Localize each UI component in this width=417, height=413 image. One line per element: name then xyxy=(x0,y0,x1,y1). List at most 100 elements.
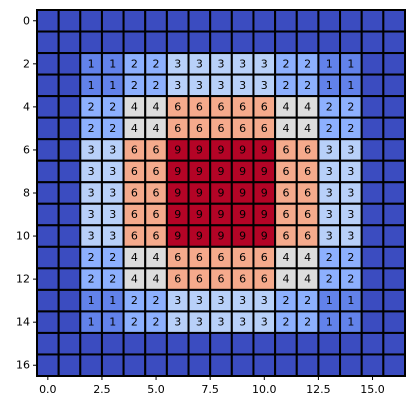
cell-value-label-r14-c9: 3 xyxy=(239,316,246,329)
heatmap-cell-r1-c11 xyxy=(274,30,298,55)
heatmap-cell-r0-c1 xyxy=(57,9,82,33)
cell-value-label-r6-c9: 9 xyxy=(239,143,246,156)
heatmap-cell-r0-c14 xyxy=(339,9,363,33)
cell-value-label-r12-c3: 2 xyxy=(109,273,116,286)
cell-value-label-r13-c10: 3 xyxy=(261,294,268,307)
heatmap-cell-r1-c9 xyxy=(230,30,255,55)
cell-value-label-r3-c9: 3 xyxy=(239,79,246,92)
heatmap-cell-r1-c7 xyxy=(187,30,212,55)
cell-value-label-r2-c14: 1 xyxy=(347,57,354,70)
cell-value-label-r5-c4: 4 xyxy=(131,122,138,135)
cell-value-label-r8-c10: 9 xyxy=(261,187,268,200)
heatmap-cell-r1-c13 xyxy=(317,30,342,55)
heatmap-cell-r10-c1 xyxy=(57,224,82,248)
heatmap-cell-r15-c5 xyxy=(144,331,168,356)
cell-value-label-r11-c9: 6 xyxy=(239,251,246,264)
cell-value-label-r2-c5: 2 xyxy=(153,57,160,70)
heatmap-cell-r16-c4 xyxy=(122,353,147,377)
heatmap-cell-r15-c11 xyxy=(274,331,298,356)
cell-value-label-r13-c9: 3 xyxy=(239,294,246,307)
y-tick-label: 8 xyxy=(23,187,30,200)
heatmap-cell-r14-c1 xyxy=(57,310,82,334)
cell-value-label-r13-c8: 3 xyxy=(218,294,225,307)
cell-value-label-r9-c7: 9 xyxy=(196,208,203,221)
heatmap-cell-r16-c1 xyxy=(57,353,82,377)
cell-value-label-r7-c7: 9 xyxy=(196,165,203,178)
cell-value-label-r5-c9: 6 xyxy=(239,122,246,135)
cell-value-label-r7-c2: 3 xyxy=(88,165,95,178)
heatmap-cell-r8-c15 xyxy=(360,181,385,205)
heatmap-cell-r6-c1 xyxy=(57,138,82,162)
x-tick-label: 15.0 xyxy=(360,383,385,396)
cell-value-label-r5-c14: 2 xyxy=(347,122,354,135)
heatmap-cell-r7-c16 xyxy=(382,159,406,184)
cell-value-label-r14-c13: 1 xyxy=(326,316,333,329)
heatmap-cell-r8-c16 xyxy=(382,181,406,205)
y-tick-label: 6 xyxy=(23,143,30,156)
heatmap-cell-r16-c6 xyxy=(165,353,190,377)
heatmap-cell-r15-c13 xyxy=(317,331,342,356)
cell-value-label-r13-c14: 1 xyxy=(347,294,354,307)
heatmap-cell-r11-c1 xyxy=(57,245,82,270)
heatmap-cell-r16-c2 xyxy=(79,353,103,377)
cell-value-label-r4-c11: 4 xyxy=(282,100,289,113)
heatmap-cell-r3-c16 xyxy=(382,73,406,98)
cell-value-label-r4-c12: 4 xyxy=(304,100,311,113)
heatmap-cell-r3-c0 xyxy=(36,73,60,98)
cell-value-label-r2-c7: 3 xyxy=(196,57,203,70)
cell-value-label-r8-c7: 9 xyxy=(196,187,203,200)
cell-value-label-r13-c7: 3 xyxy=(196,294,203,307)
cell-value-label-r11-c5: 4 xyxy=(153,251,160,264)
cell-value-label-r3-c7: 3 xyxy=(196,79,203,92)
cell-value-label-r11-c14: 2 xyxy=(347,251,354,264)
cell-value-label-r8-c3: 3 xyxy=(109,187,116,200)
heatmap-cell-r14-c15 xyxy=(360,310,385,334)
y-tick-label: 12 xyxy=(16,273,30,286)
cell-value-label-r13-c4: 2 xyxy=(131,294,138,307)
heatmap-cell-r1-c10 xyxy=(252,30,277,55)
cell-value-label-r12-c2: 2 xyxy=(88,273,95,286)
heatmap-cell-r0-c9 xyxy=(230,9,255,33)
heatmap-cell-r16-c8 xyxy=(209,353,233,377)
heatmap-cell-r15-c12 xyxy=(295,331,320,356)
cell-value-label-r8-c6: 9 xyxy=(174,187,181,200)
heatmap-cell-r1-c5 xyxy=(144,30,168,55)
heatmap-cell-r12-c0 xyxy=(36,267,60,291)
cell-value-label-r11-c7: 6 xyxy=(196,251,203,264)
cell-value-label-r10-c4: 6 xyxy=(131,230,138,243)
cell-value-label-r9-c8: 9 xyxy=(218,208,225,221)
cell-value-label-r2-c2: 1 xyxy=(88,57,95,70)
x-tick-label: 12.5 xyxy=(306,383,331,396)
cell-value-label-r5-c13: 2 xyxy=(326,122,333,135)
cell-value-label-r7-c8: 9 xyxy=(218,165,225,178)
cell-value-label-r5-c5: 4 xyxy=(153,122,160,135)
heatmap-cell-r12-c15 xyxy=(360,267,385,291)
heatmap-cell-r12-c16 xyxy=(382,267,406,291)
x-tick-label: 7.5 xyxy=(201,383,219,396)
cell-value-label-r10-c2: 3 xyxy=(88,230,95,243)
cell-value-label-r12-c10: 6 xyxy=(261,273,268,286)
cell-value-label-r3-c11: 2 xyxy=(282,79,289,92)
cell-value-label-r4-c7: 6 xyxy=(196,100,203,113)
cell-value-label-r8-c14: 3 xyxy=(347,187,354,200)
cell-value-label-r5-c12: 4 xyxy=(304,122,311,135)
heatmap-cell-r16-c0 xyxy=(36,353,60,377)
cell-value-label-r5-c3: 2 xyxy=(109,122,116,135)
cell-value-label-r14-c14: 1 xyxy=(347,316,354,329)
cell-value-label-r2-c11: 2 xyxy=(282,57,289,70)
cell-value-label-r12-c12: 4 xyxy=(304,273,311,286)
cell-value-label-r12-c4: 4 xyxy=(131,273,138,286)
cell-value-label-r11-c11: 4 xyxy=(282,251,289,264)
cell-value-label-r4-c3: 2 xyxy=(109,100,116,113)
cell-value-label-r4-c5: 4 xyxy=(153,100,160,113)
heatmap-cell-r1-c1 xyxy=(57,30,82,55)
cell-value-label-r10-c3: 3 xyxy=(109,230,116,243)
cell-value-label-r6-c2: 3 xyxy=(88,143,95,156)
heatmap-cell-r16-c5 xyxy=(144,353,168,377)
heatmap-cell-r16-c10 xyxy=(252,353,277,377)
cell-value-label-r3-c13: 1 xyxy=(326,79,333,92)
cell-value-label-r6-c5: 6 xyxy=(153,143,160,156)
heatmap-cell-r6-c16 xyxy=(382,138,406,162)
x-tick-label: 0.0 xyxy=(39,383,57,396)
heatmap-cell-r16-c12 xyxy=(295,353,320,377)
